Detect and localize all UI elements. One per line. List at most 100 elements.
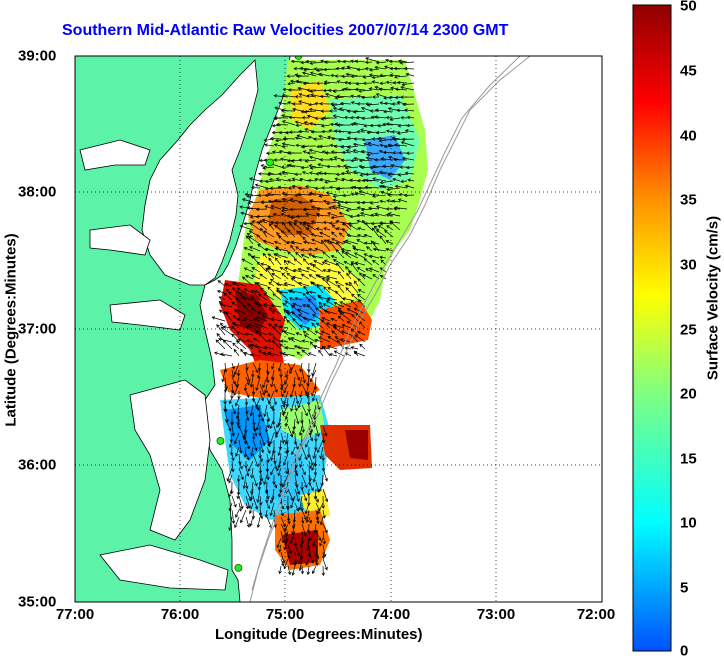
velocity-arrow [281,144,289,149]
velocity-arrow [340,247,352,252]
velocity-arrow [280,558,285,567]
velocity-arrow [301,446,308,461]
velocity-arrow [273,397,277,406]
velocity-arrow [287,178,296,182]
velocity-arrow [326,344,338,350]
velocity-arrow [291,177,303,182]
velocity-arrow [374,115,387,119]
velocity-arrow [320,239,331,252]
velocity-arrow [269,307,275,315]
velocity-arrow [331,231,338,238]
velocity-arrow [263,230,275,238]
velocity-arrow [250,185,261,190]
velocity-arrow [249,177,261,182]
velocity-arrow [370,221,380,226]
velocity-arrow [252,453,259,468]
velocity-arrow [309,166,324,170]
radar-site-marker [294,56,303,60]
velocity-arrow [384,229,394,238]
velocity-arrow [322,199,331,204]
velocity-arrow [250,446,254,457]
velocity-arrow [291,565,296,576]
velocity-arrow [284,523,289,532]
velocity-arrow [303,285,310,294]
velocity-arrow [339,101,352,106]
velocity-arrow [290,397,296,412]
velocity-arrow [259,411,265,422]
velocity-arrow [359,211,373,217]
velocity-arrow [341,323,352,329]
velocity-arrow [318,305,331,315]
velocity-arrow [266,390,271,398]
velocity-arrow [332,325,345,336]
velocity-arrow [319,177,331,182]
velocity-arrow [270,495,275,504]
velocity-arrow [245,467,250,477]
velocity-arrow [326,164,338,169]
velocity-arrow [240,295,254,301]
velocity-arrow [280,108,296,113]
velocity-arrow [328,206,338,210]
velocity-arrow [221,369,226,383]
velocity-arrow [242,304,254,315]
velocity-arrow [281,120,296,126]
velocity-arrow [231,362,235,370]
velocity-arrow [293,66,303,71]
velocity-arrow [231,495,237,508]
velocity-arrow [277,467,282,477]
velocity-arrow [301,488,308,502]
velocity-arrow [299,66,310,71]
velocity-arrow [251,289,261,301]
velocity-arrow [284,432,289,445]
velocity-arrow [379,73,394,78]
velocity-arrow [321,565,326,577]
velocity-arrow [319,102,331,106]
velocity-arrow [286,260,296,266]
velocity-arrow [298,558,303,572]
velocity-arrow [310,130,324,134]
velocity-arrow [290,240,303,245]
velocity-arrow [236,369,241,377]
velocity-arrow [300,565,305,575]
velocity-arrow [324,60,338,64]
velocity-arrow [264,179,275,184]
velocity-arrow [324,92,338,98]
velocity-arrow [259,467,264,482]
velocity-arrow [322,509,326,519]
velocity-arrow [311,565,317,575]
velocity-arrow [298,495,303,511]
velocity-arrow [371,75,387,80]
velocity-arrow [352,247,366,252]
velocity-arrow [353,252,366,259]
velocity-arrow [290,59,303,64]
velocity-arrow [229,439,233,449]
velocity-arrow [306,523,311,534]
velocity-arrow [287,362,293,372]
velocity-arrow [333,301,345,308]
velocity-arrow [364,172,380,177]
velocity-arrow [323,239,331,245]
velocity-arrow [340,171,352,176]
velocity-arrow [249,516,254,527]
velocity-arrow [357,186,373,191]
velocity-arrow [344,87,359,91]
velocity-arrow [375,131,387,135]
river-inlet [79,139,151,171]
velocity-arrow [224,418,232,432]
velocity-arrow [219,302,233,308]
velocity-arrow [245,411,250,422]
velocity-arrow [379,235,387,245]
velocity-arrow [320,109,331,113]
velocity-arrow [334,177,345,182]
velocity-arrow [264,425,269,433]
velocity-arrow [373,225,380,231]
velocity-arrow [318,301,324,308]
velocity-arrow [328,221,338,225]
x-tick: 74:00 [371,606,411,623]
velocity-arrow [366,103,380,107]
velocity-arrow [339,312,352,322]
velocity-arrow [346,308,359,315]
velocity-arrow [331,330,338,336]
velocity-arrow [246,194,261,198]
colorbar-tick: 20 [680,385,697,403]
